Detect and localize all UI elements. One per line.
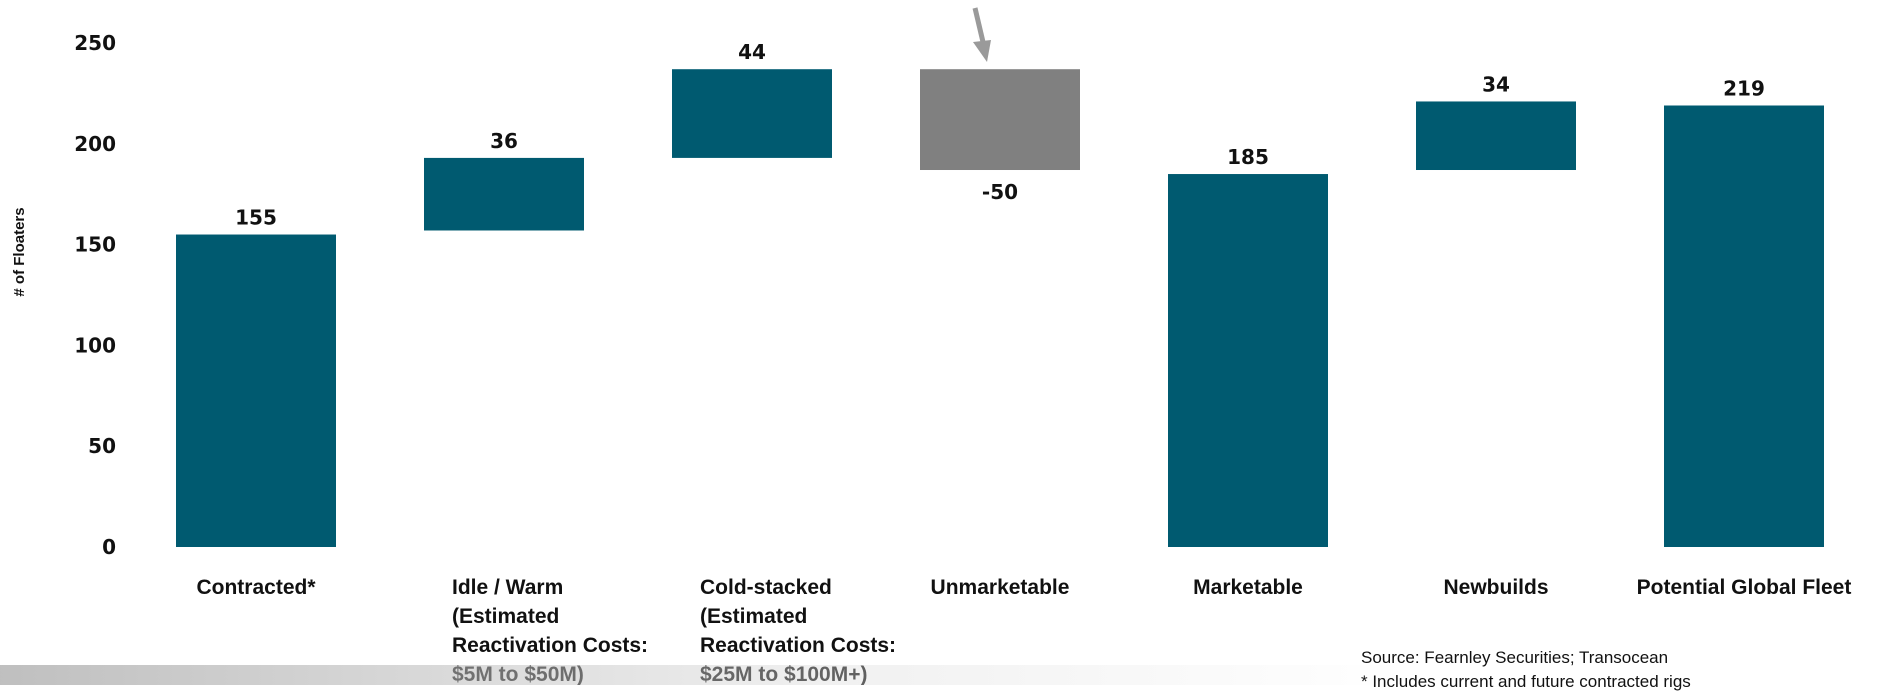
data-label: 219 [1723,76,1765,100]
data-label: 36 [490,129,518,153]
category-label: Unmarketable [931,576,1070,599]
category-label: Reactivation Costs: [700,634,896,657]
bar [176,234,336,547]
data-label: 34 [1482,72,1510,96]
bar [1664,105,1824,547]
category-label: Potential Global Fleet [1637,576,1852,599]
y-tick-label: 150 [74,233,116,257]
bottom-shadow [0,665,1879,685]
arrow-shaft [972,7,986,43]
bar [672,69,832,158]
data-label: 44 [738,40,766,64]
category-label: (Estimated [452,605,559,628]
y-tick-label: 250 [74,31,116,55]
data-labels: 155 36 44 -50 185 34 219 [235,40,1765,229]
annotation-arrow [972,7,991,62]
category-label: Marketable [1193,576,1303,599]
y-axis-label: # of Floaters [11,207,28,296]
category-label: (Estimated [700,605,807,628]
category-label: Contracted* [196,576,316,599]
bars [176,69,1824,548]
bar [1416,101,1576,171]
arrow-head [973,40,991,62]
data-label: 155 [235,206,277,230]
bar [1168,174,1328,548]
bar [920,69,1080,171]
y-tick-label: 200 [74,132,116,156]
bar [424,157,584,231]
y-tick-label: 0 [102,535,116,559]
data-label: 185 [1227,145,1269,169]
category-label: Idle / Warm [452,576,563,599]
category-label: Reactivation Costs: [452,634,648,657]
source-note: Source: Fearnley Securities; Transocean [1361,648,1669,667]
y-tick-label: 100 [74,333,116,357]
y-tick-label: 50 [88,434,116,458]
category-label: Cold-stacked [700,576,832,599]
y-axis-ticks: 0 50 100 150 200 250 [74,31,116,559]
category-label: Newbuilds [1443,576,1548,599]
data-label: -50 [982,180,1018,204]
